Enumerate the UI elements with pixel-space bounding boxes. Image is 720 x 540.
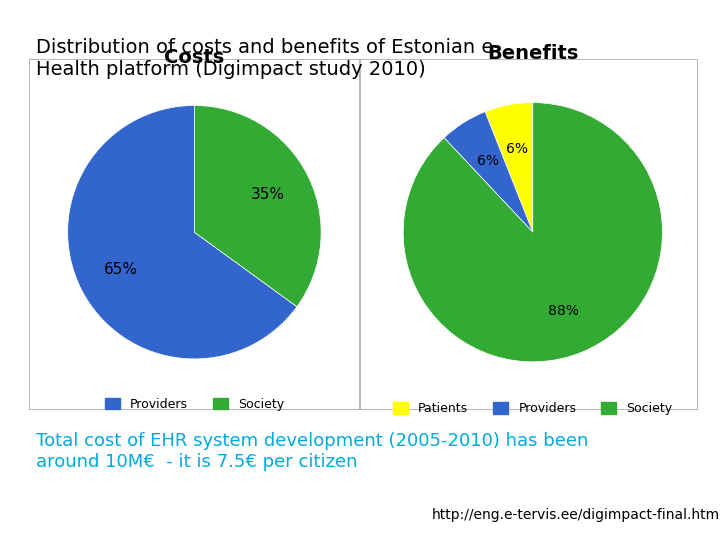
Legend: Providers, Society: Providers, Society (100, 393, 289, 416)
Wedge shape (403, 103, 662, 362)
Text: 65%: 65% (104, 262, 138, 277)
Title: Costs: Costs (164, 48, 225, 66)
Text: 35%: 35% (251, 187, 285, 202)
FancyBboxPatch shape (29, 59, 698, 410)
Text: 6%: 6% (506, 143, 528, 157)
Text: Total cost of EHR system development (2005-2010) has been
around 10M€  - it is 7: Total cost of EHR system development (20… (36, 432, 588, 471)
Wedge shape (444, 112, 533, 232)
Legend: Patients, Providers, Society: Patients, Providers, Society (388, 397, 678, 420)
Wedge shape (194, 105, 321, 307)
Wedge shape (485, 103, 533, 232)
Text: 6%: 6% (477, 154, 499, 168)
Text: 88%: 88% (549, 303, 580, 318)
Title: Benefits: Benefits (487, 44, 578, 63)
Text: http://eng.e-tervis.ee/digimpact-final.html: http://eng.e-tervis.ee/digimpact-final.h… (432, 508, 720, 522)
Wedge shape (68, 105, 297, 359)
Text: Distribution of costs and benefits of Estonian e-
Health platform (Digimpact stu: Distribution of costs and benefits of Es… (36, 38, 500, 79)
